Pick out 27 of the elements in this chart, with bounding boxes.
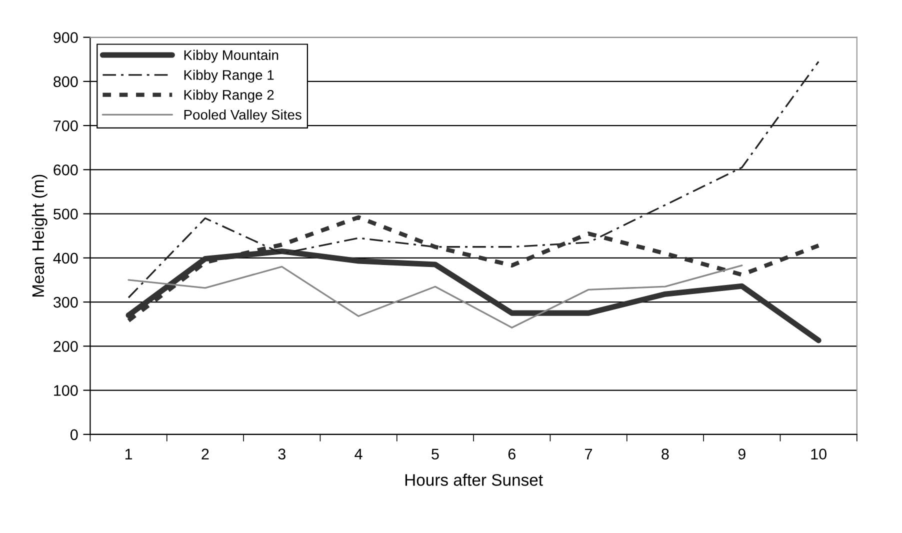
- x-tick-label: 9: [738, 448, 746, 460]
- y-tick-label: 100: [54, 385, 78, 396]
- y-tick-label: 700: [54, 120, 78, 132]
- y-tick-label: 900: [54, 32, 78, 43]
- line-series: [128, 264, 743, 328]
- y-tick-label: 0: [70, 429, 78, 440]
- x-tick-label: 4: [354, 448, 362, 460]
- y-tick-label: 600: [54, 164, 78, 176]
- x-tick-label: 7: [585, 448, 592, 460]
- legend-label: Kibby Range 2: [184, 90, 274, 103]
- y-tick-label: 200: [54, 341, 78, 352]
- legend-label: Pooled Valley Sites: [184, 109, 302, 122]
- legend-label: Kibby Range 1: [184, 70, 274, 83]
- x-axis-title: Hours after Sunset: [405, 474, 543, 486]
- y-tick-label: 500: [54, 208, 78, 220]
- x-tick-label: 2: [202, 448, 209, 460]
- y-tick-label: 400: [53, 252, 78, 264]
- x-tick-label: 8: [662, 448, 669, 460]
- x-tick-label: 3: [278, 448, 286, 460]
- y-axis-title: Mean Height (m): [32, 174, 48, 297]
- x-tick-label: 6: [508, 448, 516, 460]
- legend-label: Kibby Mountain: [184, 50, 278, 63]
- x-tick-label: 1: [125, 448, 132, 460]
- y-tick-label: 300: [53, 296, 78, 308]
- x-tick-label: 5: [432, 448, 439, 460]
- x-tick-label: 10: [811, 448, 826, 460]
- y-tick-label: 800: [54, 76, 78, 88]
